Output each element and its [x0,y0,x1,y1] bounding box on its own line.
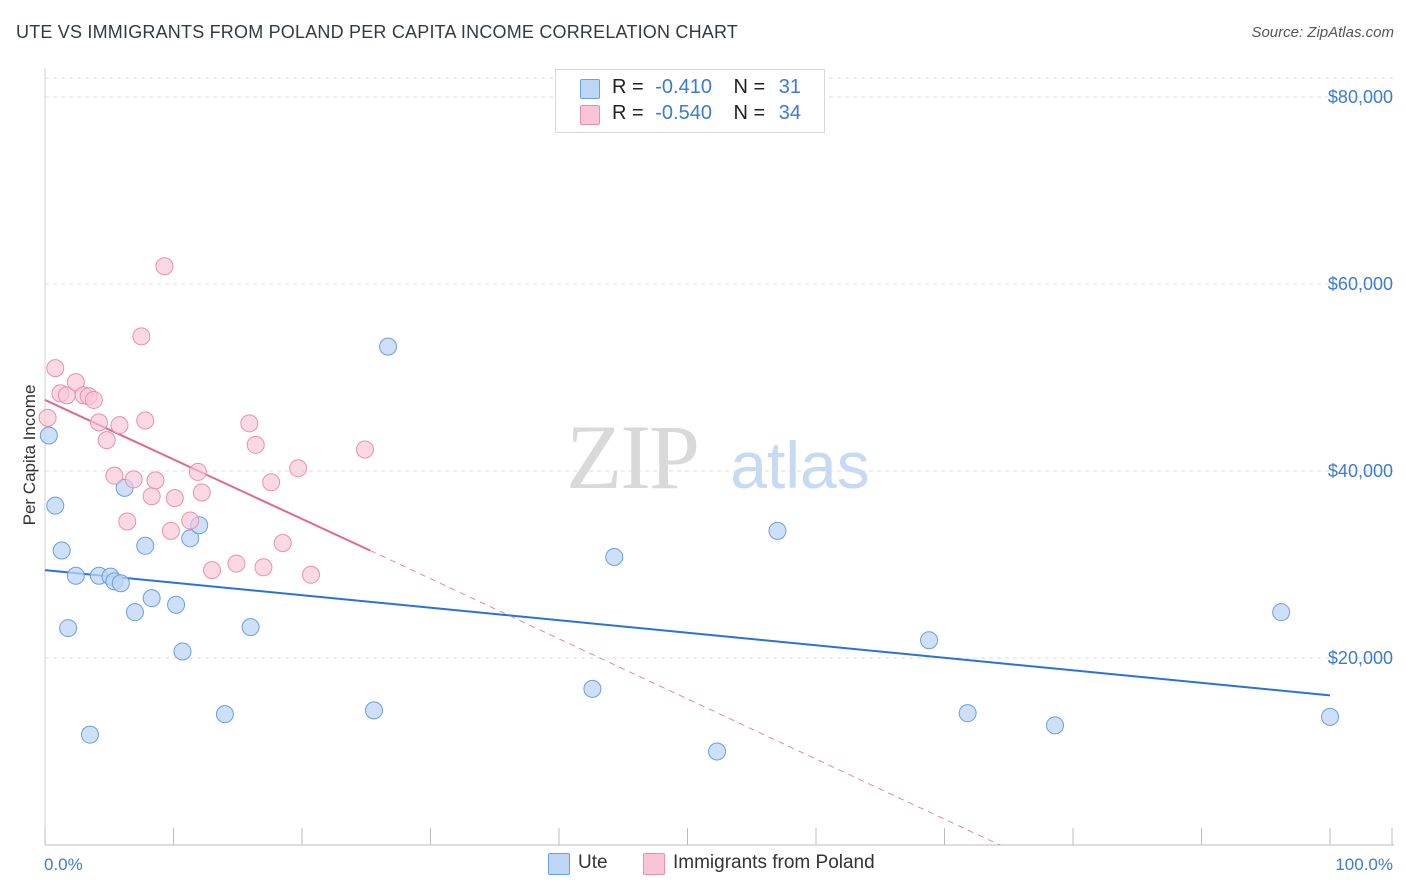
legend-swatch-poland [580,105,600,125]
chart-source: Source: ZipAtlas.com [1251,24,1394,41]
gridlines [45,77,1394,659]
legend-n-value-poland: 34 [778,102,802,124]
legend-r-label: R = [612,76,644,98]
legend-n-value-ute: 31 [778,76,802,98]
poland-point [97,431,116,450]
poland-point [355,440,374,459]
poland-point [246,435,265,454]
ute-point [583,679,602,698]
ute-point [241,618,260,637]
ute-point [379,337,398,356]
poland-point [38,408,57,427]
poland-point [110,416,129,435]
poland-point [155,257,174,276]
poland-point [203,561,222,580]
ute-point [59,619,78,638]
ute-point [125,603,144,622]
poland-point [84,390,103,409]
poland-point [165,489,184,508]
bottom-legend-label-poland: Immigrants from Poland [673,852,875,873]
y-tick-label: $80,000 [1328,87,1393,107]
y-tick-label: $60,000 [1328,274,1393,294]
ute-point [66,566,85,585]
ute-trend-line [44,569,1331,697]
legend-r-value-poland: -0.540 [655,102,712,124]
poland-point [142,487,161,506]
ute-point [605,548,624,567]
poland-point [46,359,65,378]
bottom-legend-swatch-ute [548,853,570,875]
poland-point [262,473,281,492]
axes [44,68,1394,846]
bottom-legend-label-ute: Ute [578,852,608,873]
poland-point [124,470,143,489]
chart-title: UTE VS IMMIGRANTS FROM POLAND PER CAPITA… [16,22,739,42]
ute-point [136,536,155,555]
poland-point [132,327,151,346]
poland-point [240,414,259,433]
poland-trend-extension [369,550,1000,846]
x-tick-label-min: 0.0% [44,855,83,874]
poland-point [105,466,124,485]
poland-point [188,462,207,481]
y-tick-label: $40,000 [1328,461,1393,481]
poland-point [146,471,165,490]
ute-point [958,704,977,723]
y-tick-label: $20,000 [1328,648,1393,668]
poland-point [118,512,137,531]
legend-r-label: R = [612,102,644,124]
ute-point [80,725,99,744]
poland-point [273,533,292,552]
legend-r-value-ute: -0.410 [655,76,712,98]
ute-point [167,595,186,614]
ute-point [1321,707,1339,726]
legend-swatch-ute [580,79,600,99]
ute-point [111,574,130,593]
ute-point [215,705,234,724]
poland-point [289,459,308,478]
ute-point [52,541,71,560]
correlation-legend: R = -0.410 N = 31 R = -0.540 N = 34 [555,69,825,133]
poland-point [136,411,155,430]
poland-point [254,558,273,577]
watermark-zip: ZIP [566,406,698,508]
poland-point [181,511,200,530]
legend-n-label: N = [733,76,766,98]
data-points [38,257,1339,761]
poland-point [192,483,211,502]
ute-point [920,631,939,650]
legend-n-label: N = [733,102,766,124]
ute-point [173,642,192,661]
tick-labels: $20,000 $40,000 $60,000 $80,000 0.0% 100.0% [44,87,1393,874]
poland-point [227,554,246,573]
ute-point [1272,603,1291,622]
poland-point [161,521,180,540]
ute-point [1046,716,1065,735]
ute-point [708,742,727,761]
bottom-legend-swatch-poland [643,853,665,875]
watermark-atlas: atlas [730,428,869,502]
ute-point [46,496,65,515]
poland-point [89,413,108,432]
watermark: ZIP atlas [566,406,870,508]
ute-point [142,589,161,608]
y-axis-label: Per Capita Income [20,385,39,526]
ute-point [768,521,787,540]
ute-point [39,426,58,445]
x-tick-label-max: 100.0% [1335,855,1393,874]
poland-point [301,565,320,584]
ute-point [181,529,200,548]
ute-point [364,701,383,720]
